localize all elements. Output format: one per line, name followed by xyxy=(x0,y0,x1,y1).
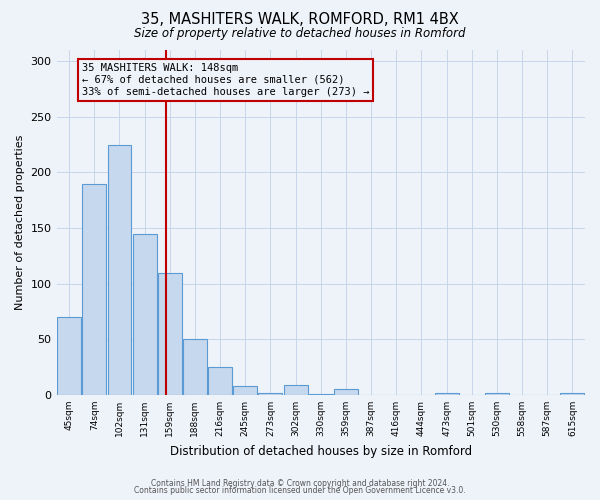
Text: Contains public sector information licensed under the Open Government Licence v3: Contains public sector information licen… xyxy=(134,486,466,495)
Bar xyxy=(158,272,182,395)
Bar xyxy=(57,317,81,395)
Bar xyxy=(485,392,509,395)
Bar xyxy=(82,184,106,395)
Bar xyxy=(334,390,358,395)
Bar xyxy=(133,234,157,395)
Bar xyxy=(183,340,207,395)
Bar xyxy=(208,367,232,395)
Bar xyxy=(233,386,257,395)
Text: Size of property relative to detached houses in Romford: Size of property relative to detached ho… xyxy=(134,28,466,40)
Text: 35 MASHITERS WALK: 148sqm
← 67% of detached houses are smaller (562)
33% of semi: 35 MASHITERS WALK: 148sqm ← 67% of detac… xyxy=(82,64,369,96)
Y-axis label: Number of detached properties: Number of detached properties xyxy=(15,135,25,310)
Bar xyxy=(560,392,584,395)
Bar xyxy=(284,385,308,395)
Text: Contains HM Land Registry data © Crown copyright and database right 2024.: Contains HM Land Registry data © Crown c… xyxy=(151,478,449,488)
Bar xyxy=(107,144,131,395)
Bar xyxy=(309,394,333,395)
Bar xyxy=(434,392,458,395)
X-axis label: Distribution of detached houses by size in Romford: Distribution of detached houses by size … xyxy=(170,444,472,458)
Text: 35, MASHITERS WALK, ROMFORD, RM1 4BX: 35, MASHITERS WALK, ROMFORD, RM1 4BX xyxy=(141,12,459,28)
Bar xyxy=(259,392,283,395)
